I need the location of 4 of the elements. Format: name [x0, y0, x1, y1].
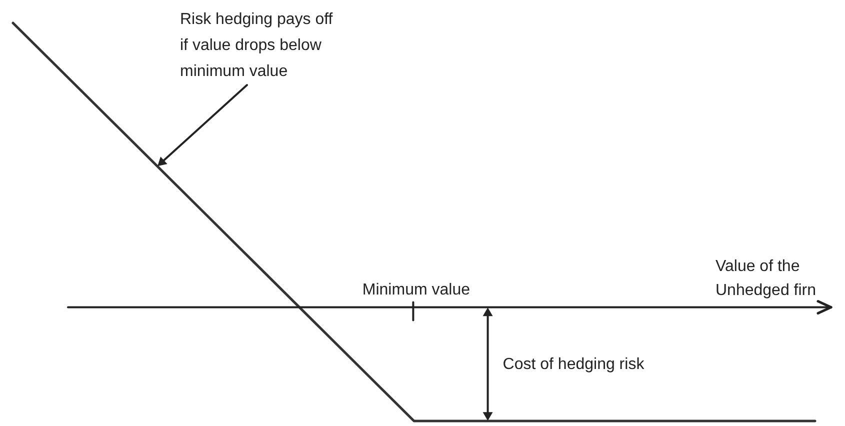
annotation: Minimum value	[362, 281, 470, 298]
annotation: Risk hedging pays off if value drops below minimum value	[180, 11, 334, 80]
x-axis-title: Value of the Unhedged firn	[716, 258, 816, 299]
annotation: Cost of hedging risk	[502, 356, 646, 374]
